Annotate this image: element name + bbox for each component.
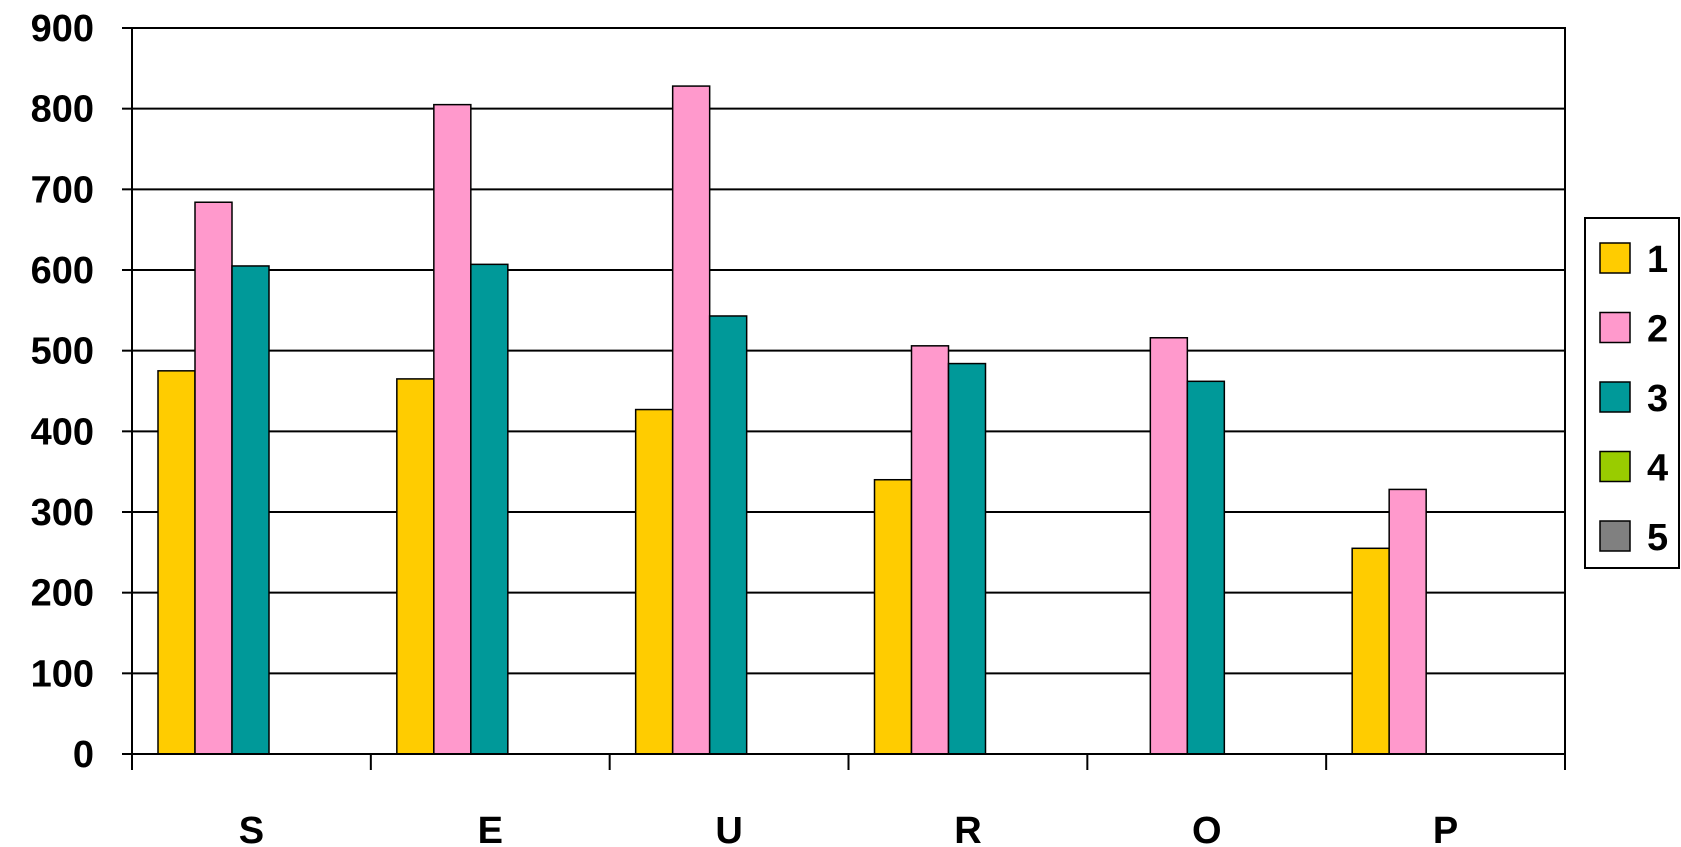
legend-swatch-5 [1599, 520, 1631, 552]
bar-series-2-O [1149, 337, 1189, 755]
y-tick-label: 300 [31, 492, 94, 534]
y-tick-label: 400 [31, 411, 94, 453]
legend-label-5: 5 [1647, 517, 1668, 559]
bar-series-3-O [1186, 380, 1226, 755]
bar-series-1-E [396, 378, 435, 755]
bar-series-3-E [470, 263, 509, 755]
gridlines [132, 107, 1565, 675]
legend-label-4: 4 [1647, 448, 1668, 490]
y-tick-label: 0 [73, 734, 94, 776]
y-tick-label: 900 [31, 8, 94, 50]
y-tick-label: 200 [31, 573, 94, 615]
legend-label-1: 1 [1647, 239, 1668, 281]
legend: 1 2 3 4 5 [1584, 217, 1680, 569]
x-tick-label: O [1192, 810, 1222, 847]
bars [157, 85, 1427, 755]
y-tick-label: 500 [31, 331, 94, 373]
legend-swatch-4 [1599, 450, 1631, 483]
y-tick-label: 600 [31, 250, 94, 292]
x-tick-label: E [478, 810, 503, 847]
bar-series-2-E [433, 103, 472, 755]
legend-label-3: 3 [1647, 378, 1668, 420]
bar-series-2-U [671, 85, 711, 755]
y-tick-label: 100 [31, 653, 94, 695]
y-axis: 0 100 200 300 400 500 600 700 800 900 [31, 8, 133, 776]
x-tick-label: R [954, 810, 981, 847]
x-tick-label: S [239, 810, 264, 847]
x-tick-label: P [1433, 810, 1458, 847]
plot-frame [131, 27, 1566, 755]
bar-series-1-P [1351, 547, 1390, 755]
legend-label-2: 2 [1647, 309, 1668, 351]
bar-series-2-P [1388, 488, 1427, 755]
legend-swatch-3 [1599, 381, 1631, 413]
bar-series-2-R [910, 345, 950, 755]
legend-swatch-1 [1599, 242, 1631, 274]
bar-series-1-R [873, 478, 913, 755]
plot-area [131, 27, 1566, 755]
bar-series-2-S [194, 201, 233, 755]
bar-series-3-U [708, 315, 748, 755]
bar-series-3-S [231, 265, 270, 755]
legend-swatch-2 [1599, 311, 1631, 344]
bar-series-1-U [634, 408, 674, 755]
y-tick-label: 800 [31, 89, 94, 131]
x-tick-label: U [715, 810, 742, 847]
y-tick-label: 700 [31, 169, 94, 211]
bar-series-1-S [157, 370, 196, 755]
bar-series-3-R [947, 362, 987, 755]
